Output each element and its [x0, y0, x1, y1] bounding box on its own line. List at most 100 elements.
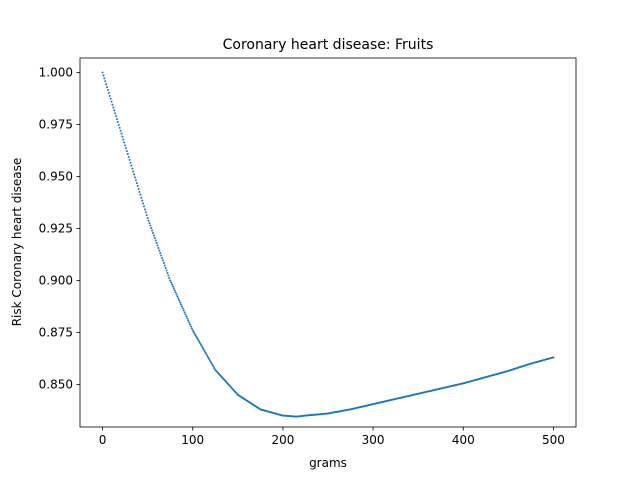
data-points — [101, 71, 555, 418]
data-point — [189, 323, 192, 326]
y-tick-label: 0.925 — [39, 221, 73, 235]
data-point — [125, 150, 128, 153]
data-point — [129, 161, 132, 164]
data-point — [126, 153, 129, 156]
data-point — [172, 287, 175, 290]
data-point — [114, 112, 117, 115]
data-point — [136, 185, 139, 188]
data-point — [149, 224, 152, 227]
data-point — [110, 100, 113, 103]
y-tick-label: 0.875 — [39, 325, 73, 339]
data-point — [212, 365, 215, 368]
data-point — [161, 256, 164, 259]
data-point — [204, 351, 207, 354]
data-point — [111, 103, 114, 106]
data-point — [142, 202, 145, 205]
data-point — [210, 362, 213, 365]
data-point — [188, 321, 191, 324]
x-tick-label: 200 — [271, 433, 294, 447]
data-point — [190, 327, 193, 330]
data-point — [143, 205, 146, 208]
data-point — [164, 266, 167, 269]
data-point — [147, 219, 150, 222]
data-point — [184, 313, 187, 316]
data-point — [146, 217, 149, 220]
data-point — [175, 293, 178, 296]
y-axis-ticks: 0.850 0.875 0.900 0.925 0.950 0.975 1.000 — [39, 66, 80, 391]
data-point — [185, 315, 188, 318]
data-point — [170, 281, 173, 284]
data-point — [103, 77, 106, 80]
data-point — [201, 346, 204, 349]
data-point — [159, 251, 162, 254]
data-point — [106, 89, 109, 92]
y-axis-label: Risk Coronary heart disease — [10, 158, 24, 327]
data-point — [134, 176, 137, 179]
data-point — [123, 141, 126, 144]
data-point — [183, 311, 186, 314]
data-point — [203, 349, 206, 352]
data-point — [194, 334, 197, 337]
data-point — [119, 129, 122, 132]
data-point — [153, 237, 156, 240]
data-point — [158, 249, 161, 252]
data-point — [130, 164, 133, 167]
plot-frame — [79, 57, 577, 428]
data-point — [152, 234, 155, 237]
data-point — [202, 348, 205, 351]
data-point — [157, 247, 160, 250]
data-point — [154, 239, 157, 242]
x-axis-ticks: 0 100 200 300 400 500 — [99, 427, 565, 447]
data-point — [120, 132, 123, 135]
data-point — [199, 343, 202, 346]
y-tick-label: 0.950 — [39, 169, 73, 183]
y-tick-label: 0.850 — [39, 377, 73, 391]
data-point — [160, 254, 163, 257]
x-tick-label: 400 — [452, 433, 475, 447]
data-point — [115, 115, 118, 118]
data-point — [165, 269, 168, 272]
data-point — [177, 297, 180, 300]
data-point — [141, 199, 144, 202]
data-point — [138, 190, 141, 193]
data-point — [211, 364, 214, 367]
data-point — [166, 271, 169, 274]
data-point — [169, 279, 172, 282]
x-tick-label: 0 — [99, 433, 107, 447]
data-point — [213, 367, 216, 370]
data-point — [128, 158, 131, 161]
data-point — [115, 118, 118, 121]
data-point — [198, 340, 201, 343]
y-tick-label: 0.975 — [39, 118, 73, 132]
data-point — [193, 332, 196, 335]
data-point — [178, 299, 181, 302]
data-point — [133, 173, 136, 176]
data-point — [140, 196, 143, 199]
data-point — [150, 227, 153, 230]
data-point — [206, 354, 209, 357]
data-point — [181, 307, 184, 310]
data-point — [187, 319, 190, 322]
data-point — [155, 242, 158, 245]
data-point — [167, 274, 170, 277]
data-point — [132, 170, 135, 173]
data-point — [208, 359, 211, 362]
data-point — [168, 276, 171, 279]
data-point — [176, 295, 179, 298]
data-point — [124, 144, 127, 147]
data-point — [116, 121, 119, 124]
data-point — [207, 357, 210, 360]
data-point — [144, 211, 147, 214]
data-point — [117, 123, 120, 126]
data-point — [143, 208, 146, 211]
data-point — [106, 86, 109, 89]
data-point — [186, 317, 189, 320]
data-point — [112, 106, 115, 109]
data-point — [162, 261, 165, 264]
data-point — [209, 360, 212, 363]
data-point — [151, 229, 154, 232]
data-point — [171, 285, 174, 288]
data-point — [207, 356, 210, 359]
data-point — [156, 244, 159, 247]
